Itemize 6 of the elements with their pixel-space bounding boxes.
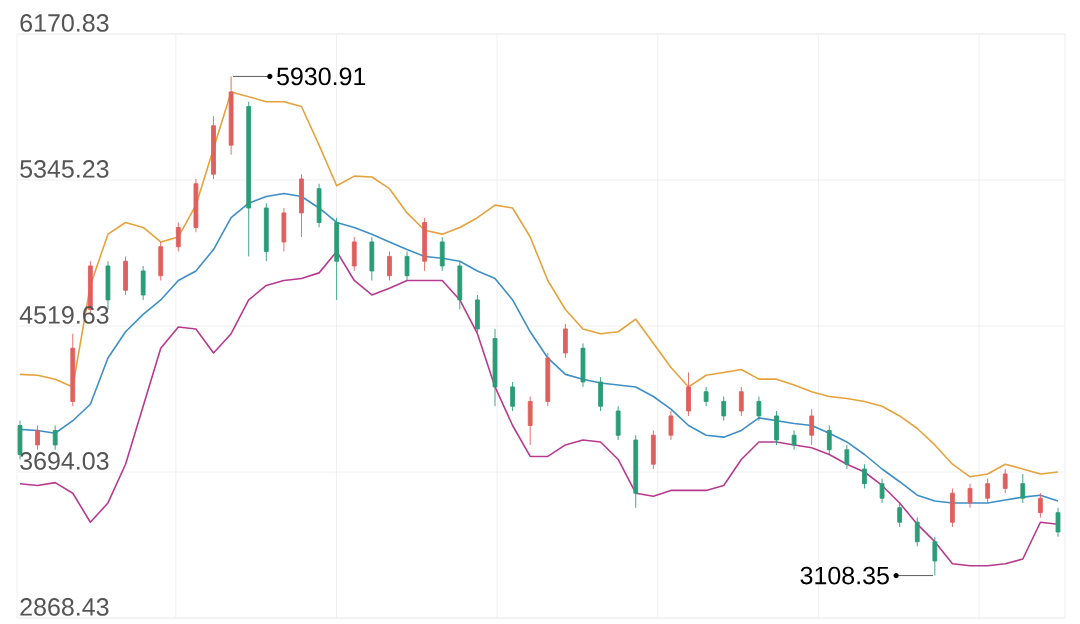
y-tick-label: 3694.03 — [20, 452, 109, 470]
y-tick-label: 6170.83 — [20, 14, 109, 32]
annotation: 3108.35 — [800, 566, 889, 585]
y-tick-label: 5345.23 — [20, 160, 109, 178]
y-tick-label: 2868.43 — [20, 598, 109, 616]
annotation: 5930.91 — [277, 67, 366, 86]
